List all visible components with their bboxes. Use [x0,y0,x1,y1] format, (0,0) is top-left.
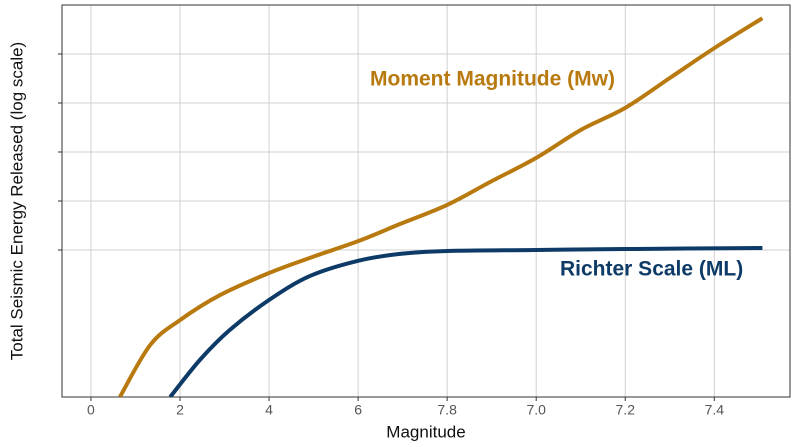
x-tick-label: 7.4 [705,402,725,418]
x-axis-title: Magnitude [386,422,465,441]
y-axis-title: Total Seismic Energy Released (log scale… [7,42,26,360]
series-label: Moment Magnitude (Mw) [370,68,615,91]
line [118,16,764,397]
x-tick-label: 6 [354,402,362,418]
series-label: Richter Scale (ML) [560,258,743,281]
x-tick-label: 0 [87,402,95,418]
plot-frame [61,4,791,398]
x-tick-label: 7.2 [616,402,636,418]
x-tick-label: 7.0 [526,402,546,418]
x-tick-label: 4 [265,402,273,418]
x-tick-label: 2 [176,402,184,418]
x-tick-label: 7.8 [437,402,457,418]
line [168,246,763,397]
